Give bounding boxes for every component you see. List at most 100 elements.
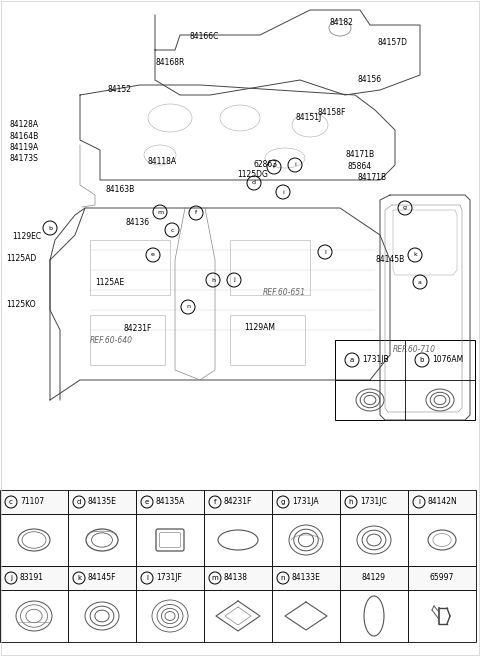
Text: i: i	[418, 499, 420, 505]
Bar	[136, 514, 204, 566]
Text: 84231F: 84231F	[224, 497, 252, 506]
Bar	[68, 490, 136, 514]
Text: REF.60-651: REF.60-651	[263, 288, 306, 297]
Text: 84164B: 84164B	[10, 132, 39, 141]
Text: m: m	[157, 209, 163, 215]
Bar	[68, 590, 136, 642]
Text: 71107: 71107	[20, 497, 44, 506]
Text: g: g	[281, 499, 285, 505]
Text: f: f	[214, 499, 216, 505]
Bar	[0, 566, 68, 590]
Bar	[272, 514, 340, 566]
Text: 1129AM: 1129AM	[244, 323, 275, 332]
Text: 84129: 84129	[362, 573, 386, 583]
Bar	[0, 590, 68, 642]
Text: 84145F: 84145F	[88, 573, 117, 583]
Text: 1125AE: 1125AE	[95, 278, 124, 287]
Text: 84171B: 84171B	[345, 150, 374, 159]
Text: 84136: 84136	[126, 218, 150, 227]
Text: 84145B: 84145B	[376, 255, 405, 264]
Bar	[68, 514, 136, 566]
Text: 1731JC: 1731JC	[360, 497, 387, 506]
Text: j: j	[233, 277, 235, 283]
Text: 1731JF: 1731JF	[156, 573, 182, 583]
Text: f: f	[273, 165, 275, 169]
Bar	[340, 590, 408, 642]
Text: 84118A: 84118A	[148, 157, 177, 166]
Text: REF.60-640: REF.60-640	[90, 336, 133, 345]
Bar	[0, 490, 68, 514]
Text: 84142N: 84142N	[428, 497, 458, 506]
Text: n: n	[186, 304, 190, 310]
Text: 84151J: 84151J	[295, 113, 321, 122]
Bar	[230, 240, 310, 295]
Text: 85864: 85864	[348, 162, 372, 171]
Text: j: j	[10, 575, 12, 581]
Text: 84166C: 84166C	[190, 32, 219, 41]
Text: f: f	[195, 211, 197, 216]
Text: 1125DG: 1125DG	[237, 170, 268, 179]
Text: 84135A: 84135A	[156, 497, 185, 506]
Text: g: g	[403, 205, 407, 211]
Text: 84133E: 84133E	[292, 573, 321, 583]
Text: 84182: 84182	[330, 18, 354, 27]
Text: 84168R: 84168R	[155, 58, 184, 67]
Text: 1125AD: 1125AD	[6, 254, 36, 263]
Text: REF.60-710: REF.60-710	[393, 345, 436, 354]
Bar	[408, 490, 476, 514]
Text: 84138: 84138	[224, 573, 248, 583]
Bar	[408, 566, 476, 590]
Text: l: l	[146, 575, 148, 581]
Text: a: a	[418, 279, 422, 285]
Text: a: a	[350, 357, 354, 363]
Bar	[204, 490, 272, 514]
Bar	[272, 490, 340, 514]
Bar	[136, 590, 204, 642]
Bar	[335, 340, 475, 420]
Text: 84152: 84152	[108, 85, 132, 94]
Text: 84171B: 84171B	[358, 173, 387, 182]
Text: 84156: 84156	[358, 75, 382, 84]
Bar	[340, 514, 408, 566]
Bar	[90, 240, 170, 295]
Text: 84163B: 84163B	[105, 185, 134, 194]
Bar	[68, 566, 136, 590]
Bar	[340, 566, 408, 590]
Text: 1731JA: 1731JA	[292, 497, 319, 506]
Text: b: b	[48, 226, 52, 230]
Bar	[230, 315, 305, 365]
Bar	[272, 566, 340, 590]
Text: h: h	[349, 499, 353, 505]
Text: m: m	[212, 575, 218, 581]
Bar	[0, 514, 68, 566]
Text: 84119A: 84119A	[10, 143, 39, 152]
Text: 1076AM: 1076AM	[432, 356, 463, 365]
Text: k: k	[77, 575, 81, 581]
Bar	[204, 590, 272, 642]
Text: 1129EC: 1129EC	[12, 232, 41, 241]
Text: i: i	[294, 163, 296, 167]
Bar	[136, 566, 204, 590]
Bar	[204, 514, 272, 566]
Text: k: k	[413, 253, 417, 258]
Text: e: e	[151, 253, 155, 258]
Bar	[272, 590, 340, 642]
Text: 83191: 83191	[20, 573, 44, 583]
Text: 84173S: 84173S	[10, 154, 39, 163]
Text: n: n	[281, 575, 285, 581]
Text: c: c	[170, 228, 174, 232]
Text: c: c	[9, 499, 13, 505]
Text: l: l	[324, 249, 326, 255]
Bar	[204, 566, 272, 590]
Text: 84128A: 84128A	[10, 120, 39, 129]
Text: 65997: 65997	[430, 573, 454, 583]
Text: 62863: 62863	[253, 160, 277, 169]
Text: 84135E: 84135E	[88, 497, 117, 506]
Bar	[408, 590, 476, 642]
Bar	[408, 514, 476, 566]
Text: 84158F: 84158F	[318, 108, 347, 117]
Text: h: h	[211, 277, 215, 283]
Bar	[340, 490, 408, 514]
Text: 84157D: 84157D	[378, 38, 408, 47]
Text: 84231F: 84231F	[124, 324, 152, 333]
